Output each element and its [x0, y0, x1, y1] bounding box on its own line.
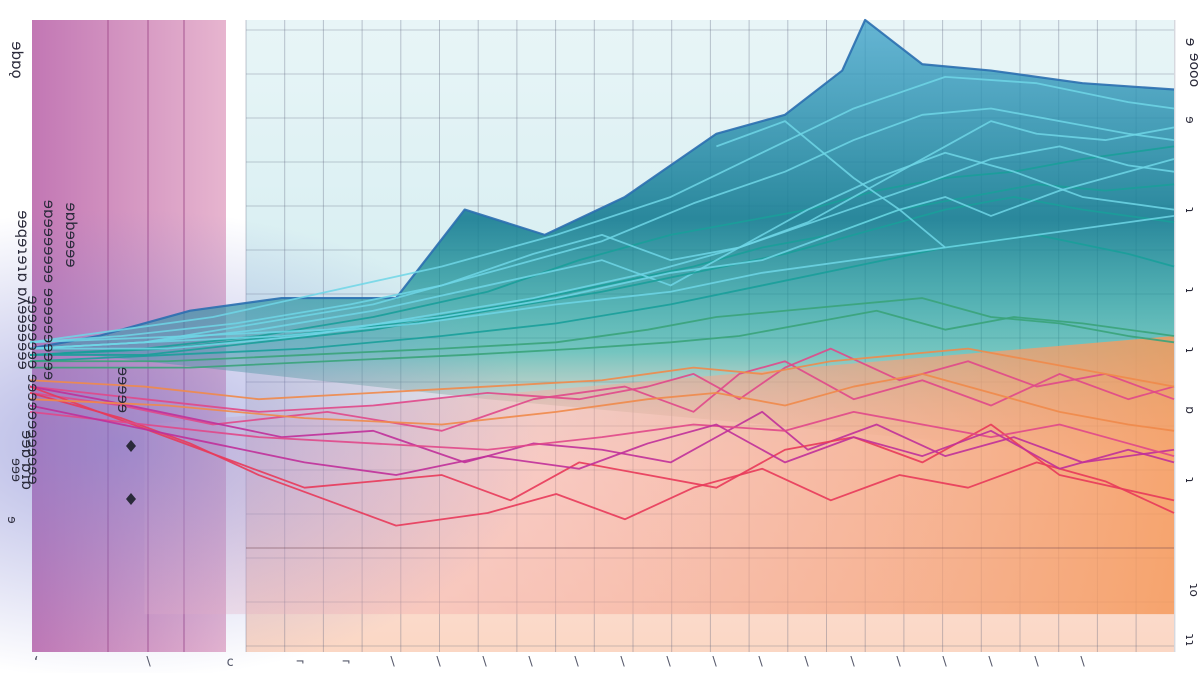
series-line-10 — [29, 158, 1175, 344]
series-layer — [29, 18, 1175, 527]
right-label: ɿ — [1183, 287, 1197, 293]
x-tick-label: ∖ — [986, 655, 994, 670]
marker-lower — [126, 493, 136, 505]
series-line-22 — [29, 410, 1175, 457]
series-line-2 — [29, 75, 1175, 344]
marker-upper — [126, 440, 136, 452]
x-tick-label: ∖ — [940, 655, 948, 670]
x-tick-label: ∖ — [756, 655, 764, 670]
series-line-15 — [29, 347, 1175, 413]
series-line-11 — [29, 233, 1175, 363]
series-line-9 — [30, 196, 1175, 356]
series-line-7 — [29, 151, 1175, 350]
left-label: ɘɒbɘɘɘɘ — [62, 202, 80, 267]
series-line-12 — [29, 215, 1175, 350]
x-tick-label: ∖ — [480, 655, 488, 670]
right-label: ɿ — [1183, 207, 1197, 213]
x-tick-label: ∖ — [434, 655, 442, 670]
series-line-14 — [30, 309, 1175, 369]
series-line-23 — [29, 404, 1175, 476]
series-line-17 — [29, 385, 1175, 464]
x-tick-label: ∖ — [618, 655, 626, 670]
x-tick-label: ∖ — [144, 655, 152, 670]
bottom-ticks: ‘ ∖ c ¬ ¬ ∖ ∖ ∖ ∖ ∖ ∖ ∖ ∖ ∖ ∖ ∖ ∖ ∖ ∖ ∖ ∖ — [32, 655, 1086, 670]
x-tick-label: ¬ — [342, 655, 350, 670]
x-tick-label: ∖ — [848, 655, 856, 670]
right-label: ɘ — [1182, 38, 1198, 47]
series-line-1 — [29, 18, 1175, 350]
x-tick-label: ∖ — [388, 655, 396, 670]
x-tick-label: ∖ — [710, 655, 718, 670]
x-tick-label: ∖ — [1078, 655, 1086, 670]
left-label: ɘɘqɘɿɘɿɒ ɒʎɘɘɘɘɘɘɘ — [14, 210, 32, 370]
x-tick-label: ∖ — [526, 655, 534, 670]
x-tick-label: c — [226, 655, 234, 670]
x-tick-label: ∖ — [894, 655, 902, 670]
series-line-3 — [29, 107, 1175, 350]
left-label: ɘ — [5, 516, 19, 523]
series-line-8 — [30, 145, 1175, 350]
x-tick-label: ∖ — [802, 655, 810, 670]
left-label: ɘɘɒ ɒɿɒ — [18, 430, 36, 490]
left-label: ɘbɒǫ — [8, 41, 26, 78]
x-tick-label: ∖ — [1032, 655, 1040, 670]
right-label: ɒ — [1183, 406, 1197, 414]
markers — [126, 440, 136, 505]
right-label: ɿ — [1183, 347, 1197, 353]
left-label: ɘɘɘ — [8, 458, 23, 482]
x-tick-label: ¬ — [296, 655, 304, 670]
left-label: ɘɘɘɘɘ — [114, 367, 132, 413]
left-label: ɘɘɘɘɘɘɘɘ ɘɘɘɘɘɘɘɘɘɘɘɘ — [24, 295, 42, 484]
left-label: ɘɒɘɘɘɘɘɘɘ ɘɘɘɘɘɘɘɘɘɘ — [40, 200, 58, 380]
x-tick-label: ∖ — [664, 655, 672, 670]
right-label: ɘ — [1183, 116, 1197, 123]
x-tick-label: ‘ — [32, 655, 40, 670]
series-line-24 — [716, 120, 946, 249]
right-label: ɘooo — [1186, 53, 1200, 87]
right-label: ɿɿ — [1183, 634, 1197, 647]
x-tick-label: ∖ — [572, 655, 580, 670]
series-line-13 — [30, 297, 1175, 363]
series-line-21 — [29, 373, 1175, 432]
right-label: ɿ — [1183, 477, 1197, 483]
series-line-19 — [29, 392, 1175, 527]
right-label: ɿo — [1187, 583, 1200, 597]
series-line-20 — [29, 347, 1175, 401]
